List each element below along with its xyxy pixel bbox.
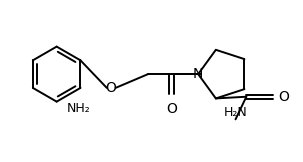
Text: H₂N: H₂N xyxy=(224,106,248,119)
Text: O: O xyxy=(166,102,177,116)
Text: O: O xyxy=(278,90,289,104)
Text: O: O xyxy=(105,81,116,95)
Text: NH₂: NH₂ xyxy=(67,102,90,115)
Text: N: N xyxy=(193,67,203,81)
